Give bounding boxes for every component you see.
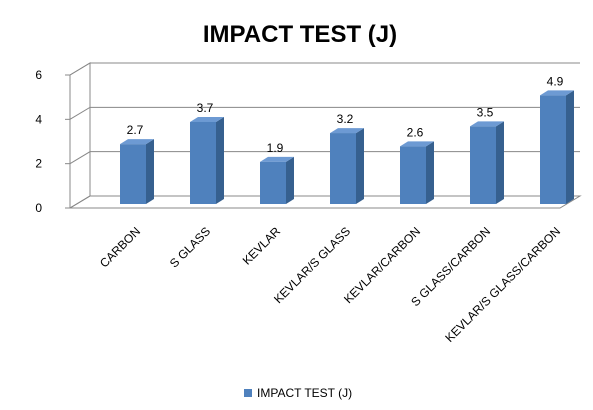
grid-line xyxy=(69,106,580,120)
legend-swatch xyxy=(244,389,252,397)
x-tick-label: KEVLAR/CARBON xyxy=(341,224,423,306)
bar xyxy=(470,126,496,204)
bar-side xyxy=(356,128,364,204)
bar xyxy=(400,146,426,204)
bar-top xyxy=(540,90,574,96)
bar-side xyxy=(496,121,504,204)
bar-top xyxy=(260,156,294,162)
bar-top xyxy=(400,141,434,147)
bar xyxy=(260,161,286,204)
bar-side xyxy=(286,156,294,204)
bar-side xyxy=(426,141,434,204)
x-tick-label: CARBON xyxy=(97,224,143,270)
bar-top xyxy=(190,116,224,122)
value-label: 3.7 xyxy=(197,101,214,115)
value-label: 4.9 xyxy=(547,74,564,88)
legend-label: IMPACT TEST (J) xyxy=(257,386,352,400)
value-label: 2.6 xyxy=(407,125,424,139)
bar xyxy=(120,144,146,204)
bar-top xyxy=(330,128,364,134)
bar-top xyxy=(120,139,154,145)
bar xyxy=(330,133,356,204)
bar-side xyxy=(216,116,224,204)
value-label: 3.2 xyxy=(337,112,354,126)
bar xyxy=(190,121,216,204)
bar-top xyxy=(470,121,504,127)
y-tick-label: 4 xyxy=(35,112,42,126)
value-label: 3.5 xyxy=(477,105,494,119)
value-label: 1.9 xyxy=(267,141,284,155)
bar-side xyxy=(146,139,154,204)
bar-side xyxy=(566,90,574,204)
y-tick-label: 2 xyxy=(35,157,42,171)
value-label: 2.7 xyxy=(127,123,144,137)
grid-line xyxy=(69,62,580,76)
y-tick-label: 6 xyxy=(35,68,42,82)
x-tick-label: KEVLAR/S GLASS xyxy=(271,224,353,306)
back-wall xyxy=(69,62,91,209)
x-tick-label: KEVLAR xyxy=(240,224,284,268)
x-tick-label: S GLASS xyxy=(167,224,213,270)
x-tick-label: KEVLAR/S GLASS/CARBON xyxy=(442,224,563,345)
y-tick-label: 0 xyxy=(35,201,42,215)
bar xyxy=(540,95,566,204)
chart-title: IMPACT TEST (J) xyxy=(203,21,397,48)
